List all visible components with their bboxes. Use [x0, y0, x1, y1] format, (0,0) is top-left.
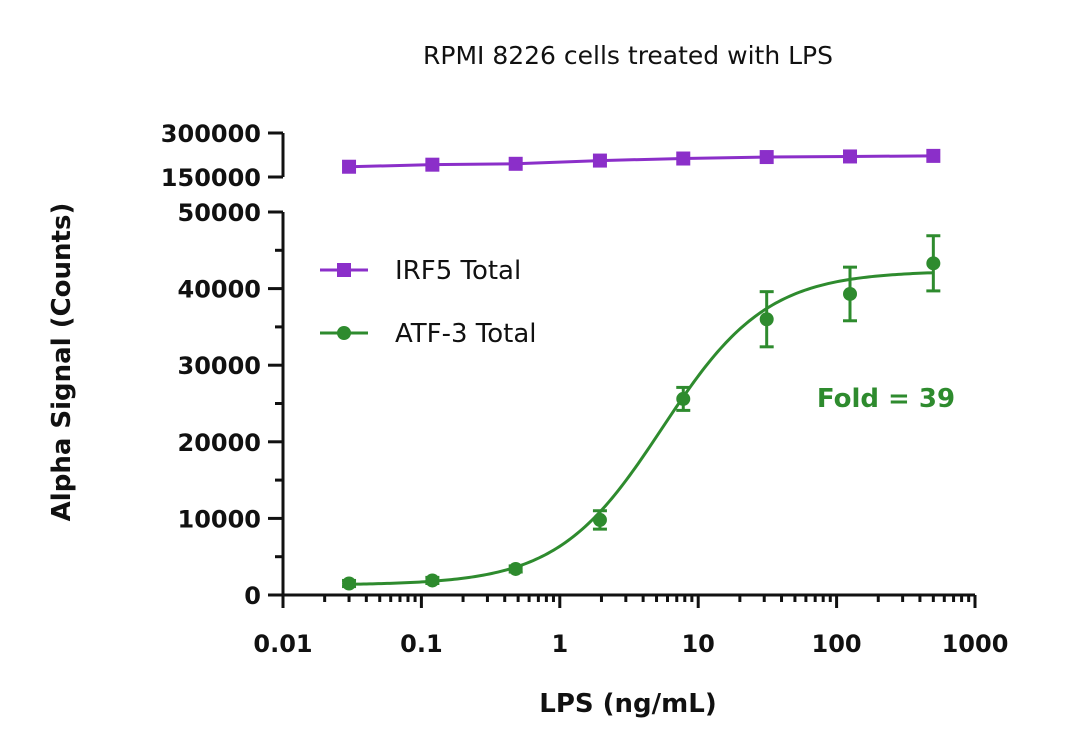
- legend-marker-circle: [337, 326, 351, 340]
- y-axis-ticks: 0 10000 20000 30000 40000 50000 150000 300000: [161, 120, 283, 610]
- x-tick-label: 1000: [942, 630, 1009, 658]
- irf5-point: [342, 159, 357, 174]
- legend-marker-square: [337, 263, 351, 277]
- atf3-fit-curve: [349, 271, 934, 586]
- y-tick-label: 300000: [161, 120, 261, 148]
- x-tick-label: 0.01: [253, 630, 312, 658]
- axes: [281, 133, 975, 597]
- irf5-point: [425, 157, 440, 172]
- y-tick-label: 10000: [178, 505, 262, 533]
- y-tick-label: 150000: [161, 164, 261, 192]
- plot-area: [342, 148, 941, 591]
- legend: IRF5 Total ATF-3 Total: [320, 256, 537, 349]
- atf3-point: [508, 561, 523, 576]
- y-tick-label: 20000: [178, 429, 262, 457]
- atf3-point: [342, 576, 357, 591]
- y-tick-label: 0: [244, 582, 261, 610]
- fold-annotation: Fold = 39: [817, 384, 955, 414]
- chart-title: RPMI 8226 cells treated with LPS: [423, 41, 833, 70]
- atf3-point: [843, 286, 858, 301]
- atf3-point: [676, 391, 691, 406]
- x-axis-ticks: 0.01 0.1 1 10 100 1000: [253, 595, 1008, 658]
- irf5-point: [508, 156, 523, 171]
- irf5-point: [843, 149, 858, 164]
- y-tick-label: 30000: [178, 352, 262, 380]
- irf5-point: [759, 150, 774, 165]
- y-axis-title: Alpha Signal (Counts): [47, 203, 77, 522]
- x-tick-label: 100: [812, 630, 862, 658]
- irf5-point: [592, 153, 607, 168]
- legend-label: IRF5 Total: [395, 256, 521, 286]
- x-tick-label: 0.1: [400, 630, 443, 658]
- atf3-point: [592, 512, 607, 527]
- irf5-line: [348, 154, 934, 169]
- x-axis-title: LPS (ng/mL): [539, 689, 716, 719]
- legend-label: ATF-3 Total: [395, 319, 537, 349]
- y-tick-label: 40000: [178, 276, 262, 304]
- y-tick-label: 50000: [178, 199, 262, 227]
- atf3-point: [425, 573, 440, 588]
- atf3-point: [926, 256, 941, 271]
- irf5-point: [676, 151, 691, 166]
- x-tick-label: 1: [551, 630, 568, 658]
- irf5-point: [926, 148, 941, 163]
- x-tick-label: 10: [681, 630, 714, 658]
- atf3-point: [759, 312, 774, 327]
